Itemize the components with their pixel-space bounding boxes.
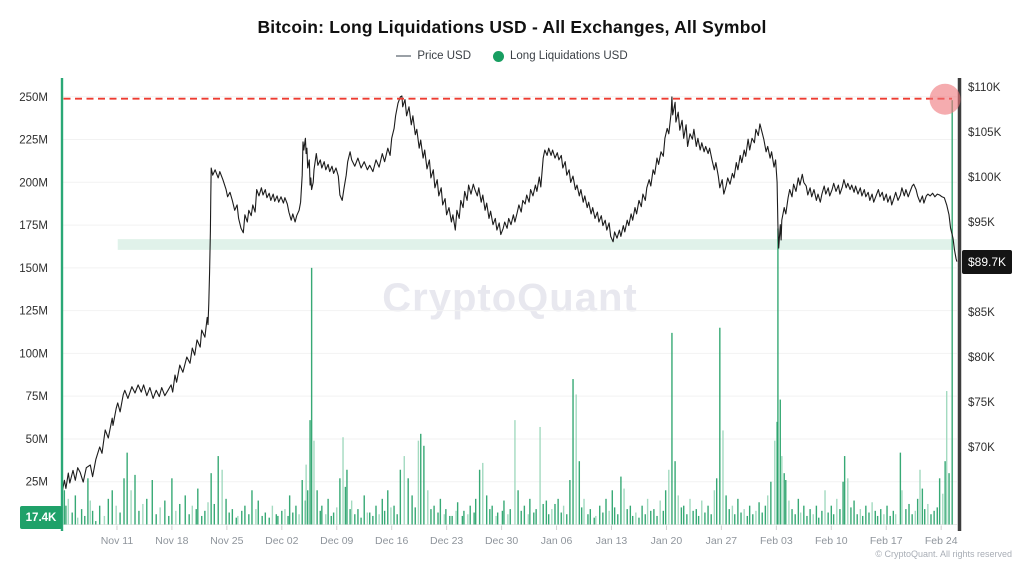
svg-text:$105K: $105K xyxy=(968,127,1002,139)
svg-text:Dec 23: Dec 23 xyxy=(430,535,463,547)
svg-text:150M: 150M xyxy=(19,263,48,275)
svg-text:$100K: $100K xyxy=(968,172,1002,184)
svg-text:$95K: $95K xyxy=(968,217,995,229)
svg-text:Nov 25: Nov 25 xyxy=(210,535,243,547)
svg-text:Nov 18: Nov 18 xyxy=(155,535,188,547)
svg-text:$75K: $75K xyxy=(968,397,995,409)
price-line xyxy=(61,95,958,494)
svg-text:$80K: $80K xyxy=(968,352,995,364)
legend-item-liquidations[interactable]: Long Liquidations USD xyxy=(493,50,628,62)
svg-text:Feb 03: Feb 03 xyxy=(760,535,793,547)
svg-text:Jan 27: Jan 27 xyxy=(706,535,738,547)
support-band xyxy=(117,239,958,250)
svg-text:Nov 11: Nov 11 xyxy=(101,535,134,547)
svg-text:$85K: $85K xyxy=(968,307,995,319)
liquidation-bars xyxy=(63,100,953,525)
copyright-notice: © CryptoQuant. All rights reserved xyxy=(875,549,1012,559)
svg-text:Jan 13: Jan 13 xyxy=(596,535,628,547)
cursor-highlight-circle xyxy=(929,83,961,115)
current-liquidation-badge: 17.4K xyxy=(20,506,62,529)
legend-item-price[interactable]: Price USD xyxy=(396,50,471,62)
svg-text:50M: 50M xyxy=(26,434,48,446)
svg-text:Jan 20: Jan 20 xyxy=(651,535,683,547)
svg-text:175M: 175M xyxy=(19,220,48,232)
svg-text:Dec 16: Dec 16 xyxy=(375,535,408,547)
legend-label-liquidations: Long Liquidations USD xyxy=(510,50,628,62)
x-axis-labels: Nov 11 Nov 18 Nov 25 Dec 02 Dec 09 Dec 16 Dec … xyxy=(101,535,958,547)
legend-label-price: Price USD xyxy=(417,50,472,62)
current-price-badge: $89.7K xyxy=(962,250,1012,274)
x-axis-ticks xyxy=(116,525,942,530)
svg-text:250M: 250M xyxy=(19,92,48,104)
svg-text:$70K: $70K xyxy=(968,442,995,454)
svg-text:200M: 200M xyxy=(19,177,48,189)
svg-text:125M: 125M xyxy=(19,306,48,318)
chart-legend: Price USD Long Liquidations USD xyxy=(0,50,1024,62)
dot-swatch-icon xyxy=(493,50,505,62)
svg-text:100M: 100M xyxy=(19,348,48,360)
chart-title: Bitcoin: Long Liquidations USD - All Exc… xyxy=(257,17,767,37)
svg-text:Feb 24: Feb 24 xyxy=(925,535,958,547)
right-axis-labels: $110K $105K $100K $95K $85K $80K $75K $70K xyxy=(968,82,1002,454)
svg-text:Jan 06: Jan 06 xyxy=(541,535,573,547)
gridlines xyxy=(63,96,957,525)
svg-text:$110K: $110K xyxy=(968,82,1001,94)
svg-text:25M: 25M xyxy=(26,477,48,489)
svg-text:Feb 17: Feb 17 xyxy=(870,535,903,547)
svg-text:Feb 10: Feb 10 xyxy=(815,535,848,547)
left-axis-labels: 25M 50M 75M 100M 125M 150M 175M 200M 225M 250M xyxy=(19,92,48,489)
svg-text:75M: 75M xyxy=(26,391,48,403)
svg-text:225M: 225M xyxy=(19,135,48,147)
line-swatch-icon xyxy=(396,55,412,57)
svg-text:Dec 30: Dec 30 xyxy=(485,535,518,547)
svg-text:Dec 09: Dec 09 xyxy=(320,535,353,547)
svg-text:Dec 02: Dec 02 xyxy=(265,535,298,547)
